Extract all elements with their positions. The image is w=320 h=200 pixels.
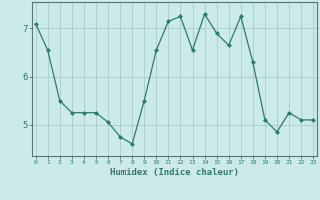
X-axis label: Humidex (Indice chaleur): Humidex (Indice chaleur) <box>110 168 239 177</box>
